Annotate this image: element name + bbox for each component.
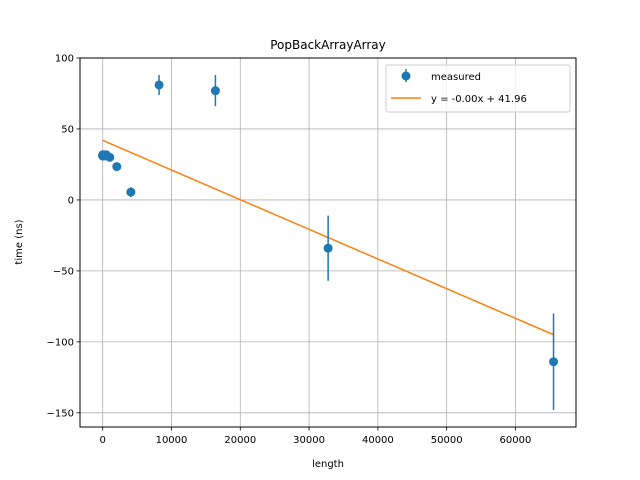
y-tick-label: 0: [68, 195, 74, 206]
x-tick-label: 40000: [362, 435, 394, 446]
data-point: [105, 152, 115, 162]
legend-box: [385, 64, 571, 113]
x-tick-label: 0: [100, 435, 106, 446]
data-point: [210, 86, 220, 96]
legend-label-fit: y = -0.00x + 41.96: [431, 94, 527, 105]
legend: measured y = -0.00x + 41.96: [385, 64, 571, 113]
legend-measured-marker: [401, 71, 411, 81]
y-axis-label: time (ns): [14, 219, 25, 264]
x-tick-label: 30000: [293, 435, 325, 446]
data-points-layer: [98, 75, 559, 410]
data-point: [323, 243, 333, 253]
x-axis-ticks: 0 10000 20000 30000 40000 50000 60000: [100, 427, 532, 446]
x-tick-label: 10000: [156, 435, 188, 446]
y-tick-label: −50: [53, 266, 74, 277]
y-tick-label: −100: [47, 337, 74, 348]
legend-label-measured: measured: [431, 72, 481, 83]
y-axis-ticks: −150 −100 −50 0 50 100: [47, 54, 80, 419]
x-tick-label: 60000: [500, 435, 532, 446]
x-tick-label: 20000: [224, 435, 256, 446]
data-point: [549, 357, 559, 367]
data-point: [112, 162, 122, 172]
chart-title: PopBackArrayArray: [270, 38, 386, 52]
x-axis-label: length: [312, 459, 344, 470]
y-tick-label: 50: [61, 124, 74, 135]
y-tick-label: −150: [47, 408, 74, 419]
data-point: [154, 80, 164, 90]
data-point: [126, 187, 136, 197]
plot-frame: [79, 57, 577, 428]
x-tick-label: 50000: [431, 435, 463, 446]
y-tick-label: 100: [55, 54, 74, 65]
